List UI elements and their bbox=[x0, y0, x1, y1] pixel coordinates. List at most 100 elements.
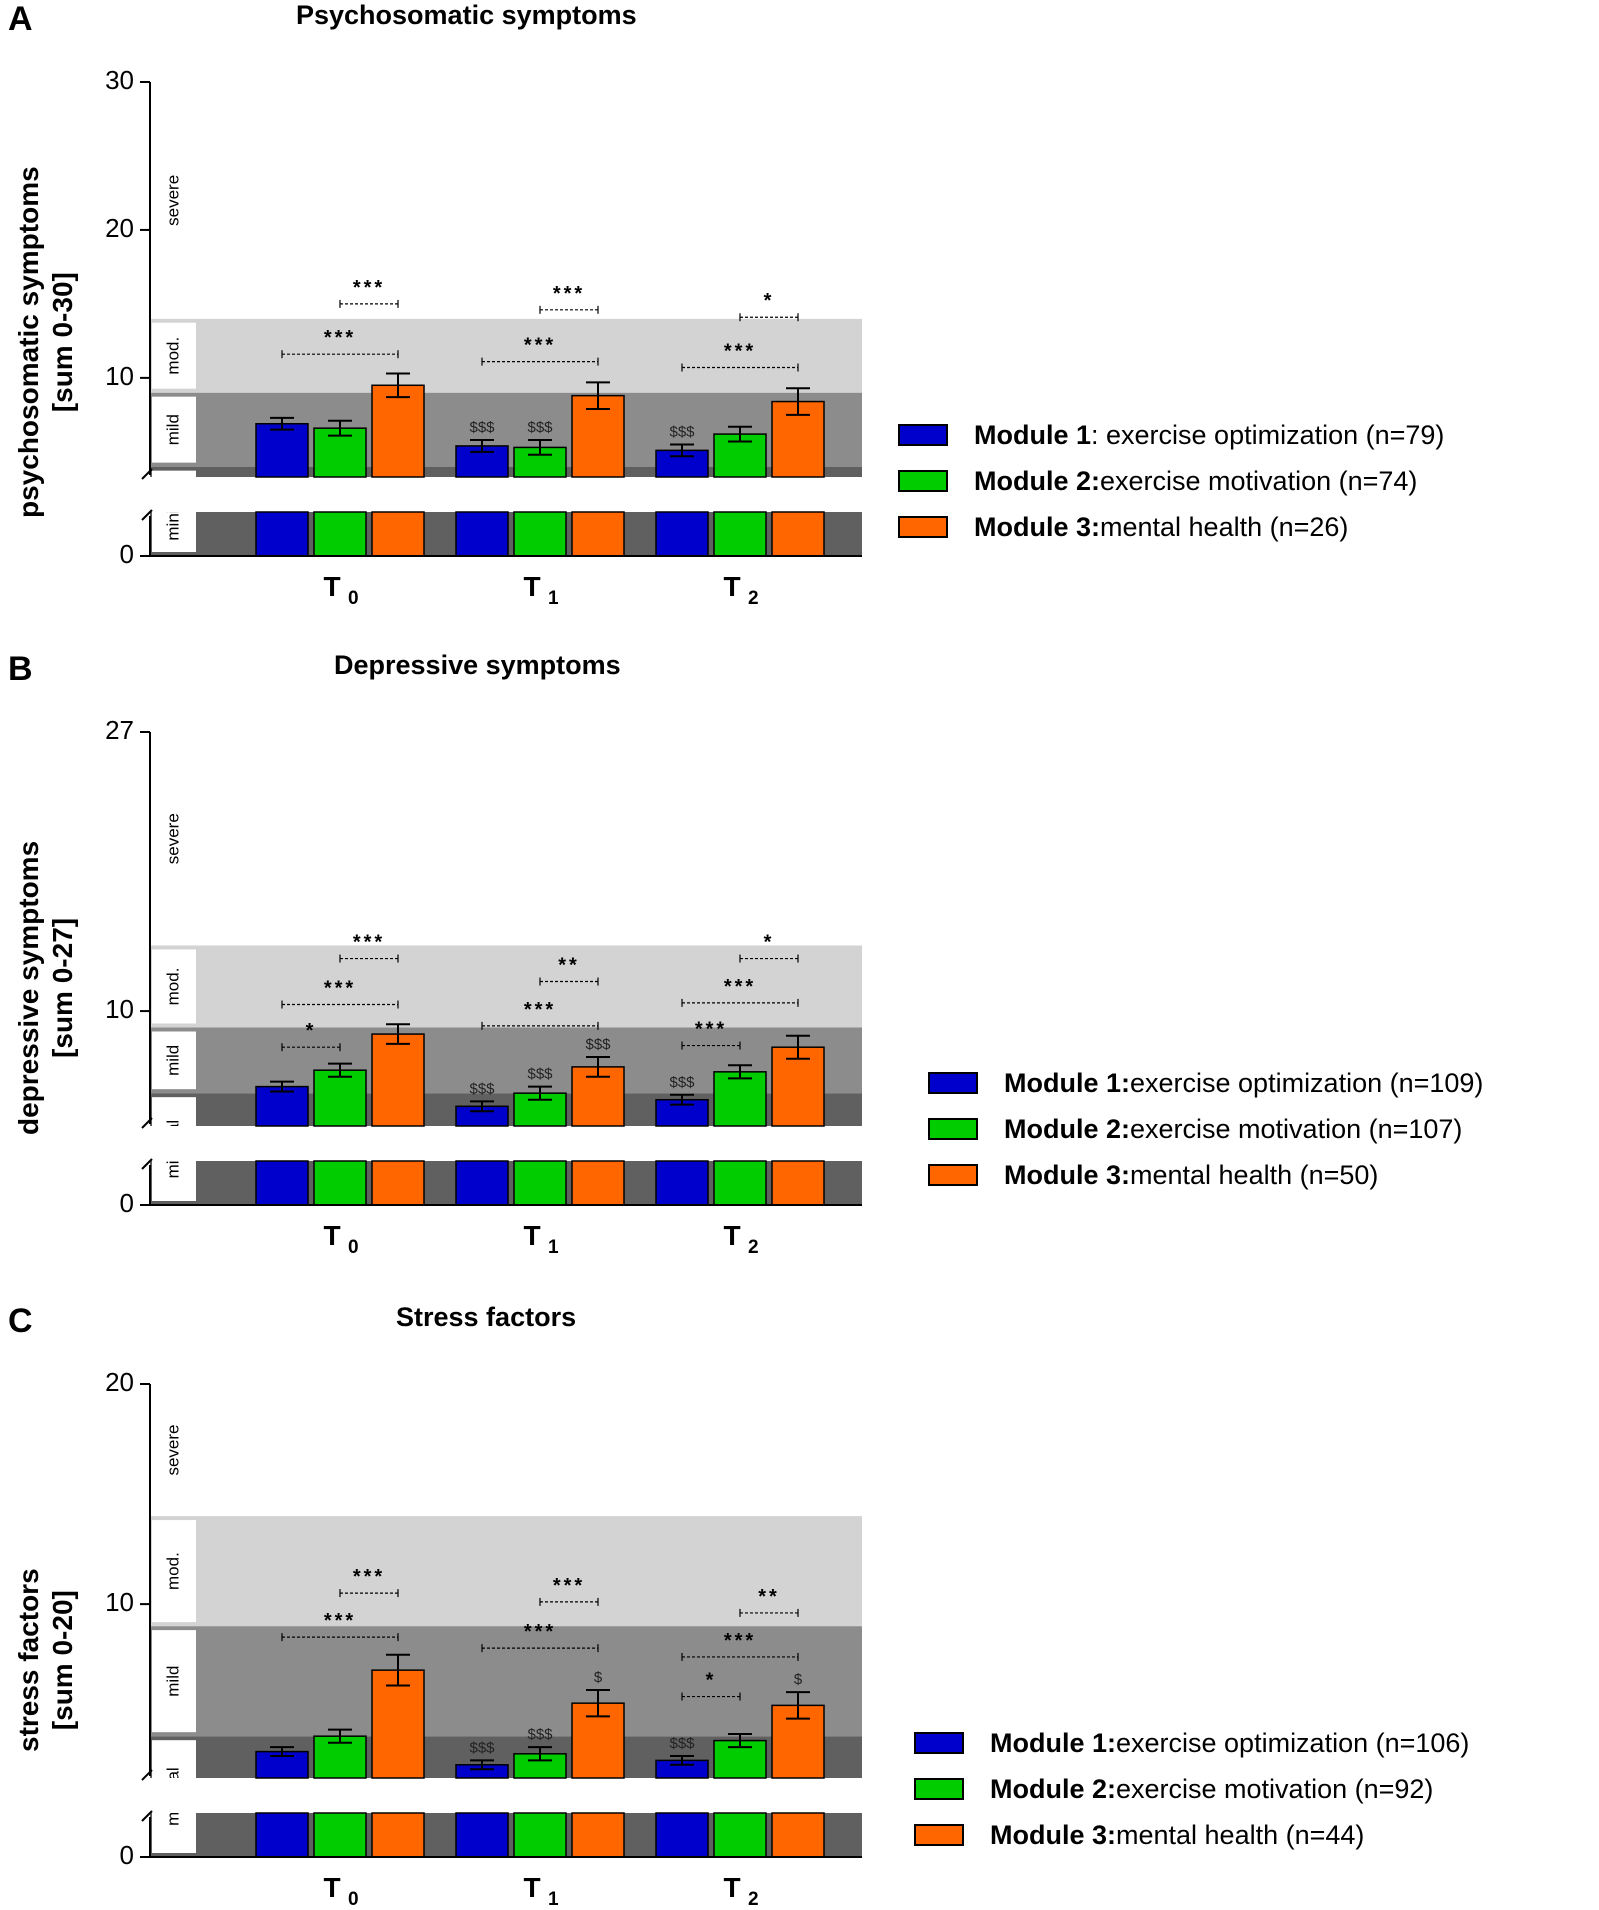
legend-swatch bbox=[928, 1072, 978, 1094]
legend: Module 1: exercise optimization (n=79) M… bbox=[898, 412, 1444, 550]
x-tick-label: T bbox=[723, 1220, 740, 1251]
legend-swatch bbox=[914, 1778, 964, 1800]
bar-lower-segment bbox=[455, 1812, 509, 1858]
significance-stars: *** bbox=[353, 277, 385, 299]
bar-lower-segment bbox=[513, 511, 567, 557]
chart-svg: minimalmildmod.severe$$$$$$$$$**********… bbox=[105, 65, 864, 609]
chart-title: Depressive symptoms bbox=[334, 650, 621, 680]
legend-module-label: Module 1: bbox=[1004, 1067, 1130, 1098]
bar-lower-segment bbox=[371, 1160, 425, 1206]
severity-label: mild bbox=[163, 414, 182, 445]
significance-mark: $$$ bbox=[527, 1066, 553, 1083]
bar bbox=[255, 422, 309, 478]
y-tick-label: 10 bbox=[105, 361, 134, 391]
bar-lower-segment bbox=[255, 1812, 309, 1858]
legend-module-label: Module 3: bbox=[1004, 1159, 1130, 1190]
severity-band bbox=[150, 945, 862, 1028]
significance-mark: $$$ bbox=[527, 1726, 553, 1743]
bar-lower-segment bbox=[713, 1160, 767, 1206]
significance-mark: $ bbox=[594, 1669, 603, 1686]
bar bbox=[371, 1033, 425, 1127]
legend-item: Module 2: exercise motivation (n=74) bbox=[898, 458, 1444, 504]
legend-description: mental health (n=26) bbox=[1100, 511, 1349, 542]
severity-label-box bbox=[152, 1031, 196, 1090]
significance-stars: * bbox=[764, 932, 775, 954]
bar bbox=[371, 1669, 425, 1779]
legend-module-label: Module 3: bbox=[974, 511, 1100, 542]
severity-label-box bbox=[152, 1520, 196, 1623]
legend-swatch bbox=[914, 1824, 964, 1846]
legend-item: Module 3: mental health (n=50) bbox=[928, 1152, 1483, 1198]
axis-break-mark bbox=[141, 1117, 153, 1129]
legend: Module 1: exercise optimization (n=106) … bbox=[914, 1720, 1469, 1858]
legend-description: exercise motivation (n=92) bbox=[1116, 1773, 1434, 1804]
x-tick-subscript: 1 bbox=[548, 1889, 559, 1910]
y-tick-label: 30 bbox=[105, 65, 134, 95]
x-tick-subscript: 2 bbox=[748, 1237, 759, 1258]
significance-mark: $$$ bbox=[669, 1735, 695, 1752]
significance-stars: * bbox=[306, 1020, 317, 1042]
y-tick-label: 10 bbox=[105, 994, 134, 1024]
severity-band bbox=[150, 732, 862, 946]
significance-mark: $$$ bbox=[469, 419, 495, 436]
severity-label: mild bbox=[163, 1045, 182, 1076]
bar bbox=[713, 1071, 767, 1127]
chart-title: Stress factors bbox=[396, 1302, 577, 1332]
y-tick-label: 27 bbox=[105, 715, 134, 745]
bar-lower-segment bbox=[655, 511, 709, 557]
bar-lower-segment bbox=[713, 511, 767, 557]
legend-description: mental health (n=44) bbox=[1116, 1819, 1365, 1850]
severity-label-box bbox=[152, 949, 196, 1024]
x-tick-label: T bbox=[723, 1872, 740, 1903]
y-tick-label: 10 bbox=[105, 1587, 134, 1617]
severity-label: severe bbox=[163, 813, 182, 864]
panel-letter: C bbox=[8, 1302, 33, 1340]
severity-band bbox=[150, 82, 862, 319]
x-tick-label: T bbox=[523, 571, 540, 602]
bar-lower-segment bbox=[655, 1160, 709, 1206]
legend-description: exercise optimization (n=109) bbox=[1130, 1067, 1484, 1098]
bar-lower-segment bbox=[771, 1160, 825, 1206]
bar-lower-segment bbox=[571, 1812, 625, 1858]
bar-lower-segment bbox=[513, 1160, 567, 1206]
severity-label-box bbox=[152, 1388, 196, 1513]
axis-break-mark bbox=[141, 1158, 153, 1170]
x-tick-subscript: 2 bbox=[748, 588, 759, 609]
significance-stars: * bbox=[706, 1670, 717, 1692]
chart-svg: minimalmildmod.severe$$$$$$$$$$$$*******… bbox=[105, 715, 864, 1258]
y-tick-label: 20 bbox=[105, 1367, 134, 1397]
chart-svg: minimalmildmod.severe$$$$$$$$$$$********… bbox=[105, 1367, 864, 1910]
significance-stars: *** bbox=[695, 1019, 727, 1041]
significance-stars: *** bbox=[324, 1610, 356, 1632]
bar-lower-segment bbox=[771, 511, 825, 557]
severity-band bbox=[150, 1626, 862, 1737]
significance-mark: $$$ bbox=[469, 1080, 495, 1097]
bar-lower-segment bbox=[255, 1160, 309, 1206]
severity-label: mod. bbox=[163, 968, 182, 1006]
bar-lower-segment bbox=[571, 511, 625, 557]
y-tick-label: 20 bbox=[105, 213, 134, 243]
bar-lower-segment bbox=[713, 1812, 767, 1858]
legend-module-label: Module 3: bbox=[990, 1819, 1116, 1850]
panel-a: A Psychosomatic symptoms psychosomatic s… bbox=[0, 0, 1599, 640]
severity-label-box bbox=[152, 322, 196, 389]
severity-label-box bbox=[152, 1630, 196, 1733]
axis-break-mark bbox=[141, 1769, 153, 1781]
axis-break-mark bbox=[141, 468, 153, 480]
significance-stars: *** bbox=[353, 1566, 385, 1588]
legend-item: Module 1: exercise optimization (n=79) bbox=[898, 412, 1444, 458]
x-tick-subscript: 0 bbox=[348, 588, 359, 609]
x-tick-label: T bbox=[323, 1872, 340, 1903]
bar-lower-segment bbox=[771, 1812, 825, 1858]
severity-label-box bbox=[152, 86, 196, 315]
bar bbox=[571, 1702, 625, 1779]
significance-mark: $$$ bbox=[585, 1036, 611, 1053]
severity-label-box bbox=[152, 736, 196, 942]
significance-stars: *** bbox=[524, 335, 556, 357]
severity-label: mod. bbox=[163, 337, 182, 375]
bar-lower-segment bbox=[571, 1160, 625, 1206]
significance-stars: *** bbox=[724, 341, 756, 363]
severity-label: mild bbox=[163, 1666, 182, 1697]
bar-lower-segment bbox=[313, 1812, 367, 1858]
legend-module-label: Module 2: bbox=[990, 1773, 1116, 1804]
